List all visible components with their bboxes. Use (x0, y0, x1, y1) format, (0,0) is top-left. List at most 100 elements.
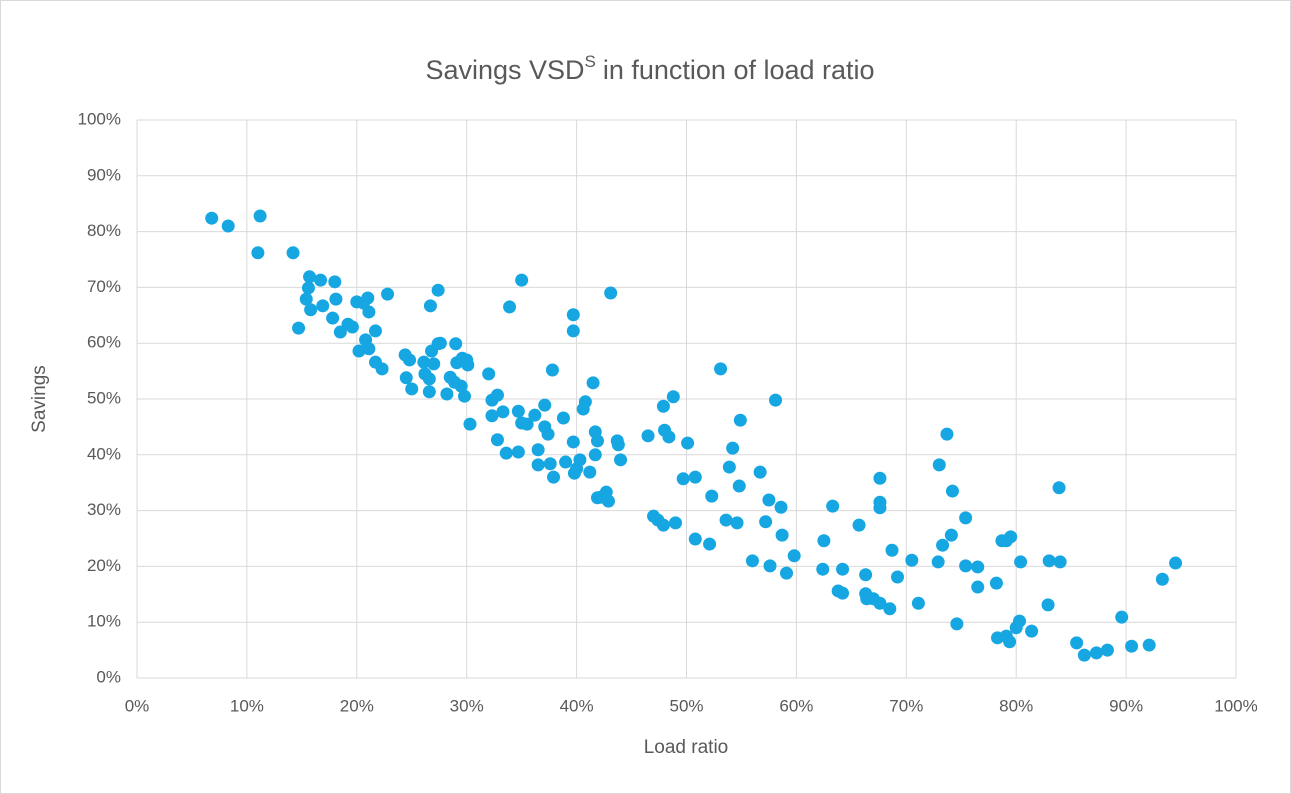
point (703, 537, 717, 551)
point (905, 553, 919, 567)
point (676, 472, 690, 486)
point (541, 427, 555, 441)
point (511, 445, 525, 459)
point (931, 555, 945, 569)
point (940, 427, 954, 441)
point (515, 273, 529, 287)
point (950, 617, 964, 631)
point (1042, 554, 1056, 568)
y-tick-label: 10% (87, 612, 121, 631)
point (763, 559, 777, 573)
point (381, 287, 395, 301)
point (583, 465, 597, 479)
point (586, 376, 600, 390)
chart-title: Savings VSDS in function of load ratio (425, 52, 874, 85)
point (614, 453, 628, 467)
point (485, 409, 499, 423)
point (427, 357, 441, 371)
point (531, 458, 545, 472)
point (688, 470, 702, 484)
title-superscript: S (585, 52, 596, 71)
point (547, 470, 561, 484)
point (566, 324, 580, 338)
x-tick-label: 70% (889, 696, 923, 715)
point (641, 429, 655, 443)
point (989, 576, 1003, 590)
point (611, 438, 625, 452)
point (458, 389, 472, 403)
point (816, 562, 830, 576)
x-tick-label: 90% (1109, 696, 1143, 715)
point (566, 308, 580, 322)
point (301, 281, 315, 295)
point (722, 460, 736, 474)
point (762, 493, 776, 507)
point (719, 513, 733, 527)
point (1014, 555, 1028, 569)
point (944, 528, 958, 542)
point (759, 515, 773, 529)
point (499, 446, 513, 460)
point (511, 404, 525, 418)
point (528, 408, 542, 422)
point (329, 292, 343, 306)
point (601, 494, 615, 508)
point (817, 534, 831, 548)
point (714, 362, 728, 376)
point (945, 484, 959, 498)
point (780, 566, 794, 580)
point (403, 353, 417, 367)
point (352, 344, 366, 358)
point (1012, 614, 1026, 628)
point (251, 246, 265, 260)
point (463, 417, 477, 431)
point (556, 411, 570, 425)
point (826, 499, 840, 513)
y-tick-label: 0% (96, 667, 121, 686)
point (681, 436, 695, 450)
point (461, 358, 475, 372)
point (688, 532, 702, 546)
point (399, 371, 413, 385)
point (440, 387, 454, 401)
point (836, 562, 850, 576)
point (911, 596, 925, 610)
point (490, 388, 504, 402)
y-tick-label: 90% (87, 165, 121, 184)
point (433, 336, 447, 350)
point (1169, 556, 1183, 570)
point (566, 435, 580, 449)
point (1070, 636, 1084, 650)
title-rest: in function of load ratio (603, 55, 875, 85)
point (368, 324, 382, 338)
point (932, 458, 946, 472)
y-tick-label: 60% (87, 333, 121, 352)
point (326, 311, 340, 325)
x-axis-title: Load ratio (644, 737, 729, 758)
point (669, 516, 683, 530)
point (361, 291, 375, 305)
point (1025, 624, 1039, 638)
point (1004, 530, 1018, 544)
y-tick-label: 40% (87, 444, 121, 463)
point (417, 355, 431, 369)
point (604, 286, 618, 300)
point (1089, 646, 1103, 660)
point (449, 337, 463, 351)
x-tick-label: 100% (1214, 696, 1257, 715)
x-tick-label: 0% (125, 696, 150, 715)
point (885, 543, 899, 557)
x-tick-label: 40% (560, 696, 594, 715)
x-tick-label: 20% (340, 696, 374, 715)
point (859, 568, 873, 582)
y-tick-label: 100% (78, 109, 121, 128)
point (490, 433, 504, 447)
point (1155, 572, 1169, 586)
y-tick-label: 70% (87, 277, 121, 296)
point (303, 270, 317, 284)
point (205, 211, 219, 225)
point (503, 300, 517, 314)
point (559, 455, 573, 469)
point (314, 273, 328, 287)
point (959, 559, 973, 573)
